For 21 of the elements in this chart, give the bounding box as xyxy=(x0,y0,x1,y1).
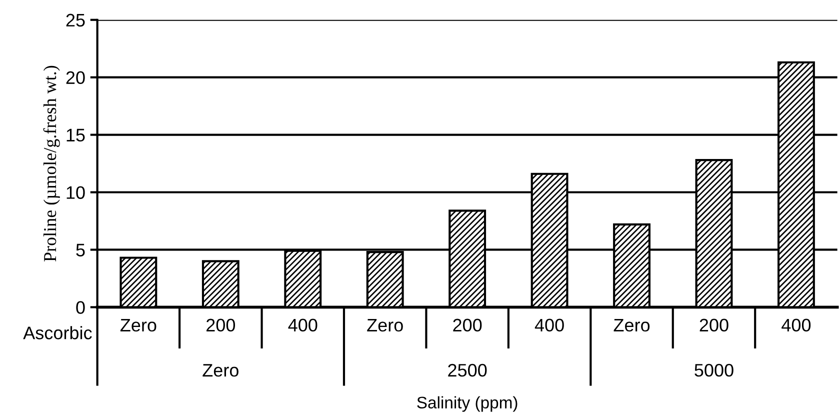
x-tick-label: Zero xyxy=(120,318,156,332)
text: Ascorbic xyxy=(23,326,92,340)
y-tick-label: 0 xyxy=(76,301,85,314)
text: 2500 xyxy=(448,364,487,377)
x-tick-label: 200 xyxy=(700,318,728,332)
x-tick-label: Zero xyxy=(367,318,403,332)
y-tick-label: 10 xyxy=(66,186,85,199)
y-tick-label: 15 xyxy=(66,128,85,142)
y-tick-label: 5 xyxy=(76,244,85,256)
x-tick-label: 400 xyxy=(534,318,564,332)
x-tick-label: 200 xyxy=(206,318,236,332)
text: 5000 xyxy=(694,364,734,377)
x-tick-label: 400 xyxy=(782,318,811,332)
x-tick-label: 400 xyxy=(288,318,318,332)
x-axis-title: Salinity (ppm) xyxy=(417,396,518,412)
y-tick-label: 20 xyxy=(66,71,85,84)
y-axis-title: Proline (µmole/g.fresh wt.) xyxy=(43,66,60,262)
x-tick-label: 200 xyxy=(453,318,482,332)
x-tick-label: Zero xyxy=(614,318,650,332)
y-tick-label: 25 xyxy=(66,14,85,27)
text: Zero xyxy=(202,364,238,377)
